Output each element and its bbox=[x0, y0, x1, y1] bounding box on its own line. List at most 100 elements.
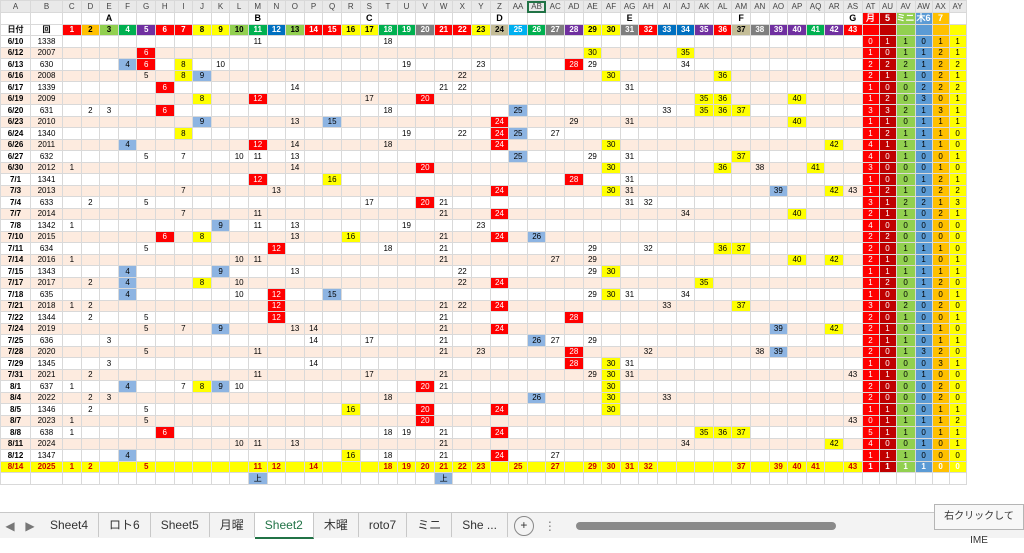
number-cell[interactable] bbox=[582, 184, 603, 197]
number-cell[interactable] bbox=[526, 322, 547, 335]
number-cell[interactable] bbox=[508, 242, 528, 255]
number-cell[interactable] bbox=[787, 242, 807, 255]
number-cell[interactable] bbox=[396, 104, 417, 117]
number-cell[interactable] bbox=[80, 380, 101, 393]
number-cell[interactable] bbox=[619, 276, 640, 289]
number-cell[interactable] bbox=[564, 265, 584, 278]
column-header-ao[interactable]: AO bbox=[768, 0, 789, 13]
number-cell[interactable] bbox=[694, 311, 714, 324]
number-cell[interactable] bbox=[415, 35, 435, 48]
number-cell[interactable] bbox=[415, 368, 435, 381]
number-cell[interactable] bbox=[805, 426, 826, 439]
number-cell[interactable] bbox=[842, 345, 863, 358]
number-cell[interactable] bbox=[749, 253, 770, 266]
number-cell[interactable] bbox=[303, 242, 324, 255]
number-cell[interactable] bbox=[415, 69, 435, 82]
number-cell[interactable] bbox=[62, 311, 82, 324]
column-header-n[interactable]: N bbox=[266, 0, 287, 13]
number-cell[interactable] bbox=[657, 265, 677, 278]
number-cell[interactable] bbox=[526, 242, 547, 255]
number-cell[interactable] bbox=[378, 334, 398, 347]
number-cell[interactable] bbox=[638, 46, 658, 59]
number-cell[interactable] bbox=[601, 196, 621, 209]
number-cell[interactable] bbox=[842, 253, 863, 266]
number-cell[interactable]: 2 bbox=[80, 391, 101, 404]
number-cell[interactable]: 34 bbox=[675, 437, 696, 450]
number-cell[interactable] bbox=[396, 92, 417, 105]
number-cell[interactable] bbox=[749, 299, 770, 312]
number-cell[interactable] bbox=[378, 253, 398, 266]
number-cell[interactable] bbox=[787, 380, 807, 393]
number-cell[interactable] bbox=[526, 115, 547, 128]
number-cell[interactable] bbox=[787, 449, 807, 462]
number-cell[interactable] bbox=[266, 437, 287, 450]
number-cell[interactable] bbox=[396, 230, 417, 243]
number-cell[interactable] bbox=[340, 81, 361, 94]
number-cell[interactable]: 1 bbox=[62, 253, 82, 266]
number-cell[interactable] bbox=[210, 460, 231, 473]
number-cell[interactable] bbox=[694, 35, 714, 48]
number-cell[interactable] bbox=[619, 334, 640, 347]
number-cell[interactable] bbox=[619, 299, 640, 312]
number-cell[interactable] bbox=[638, 403, 658, 416]
number-cell[interactable] bbox=[526, 58, 547, 71]
number-cell[interactable] bbox=[694, 403, 714, 416]
number-cell[interactable] bbox=[508, 334, 528, 347]
number-cell[interactable] bbox=[322, 437, 342, 450]
number-cell[interactable]: 36 bbox=[712, 161, 733, 174]
number-cell[interactable] bbox=[80, 322, 101, 335]
number-cell[interactable] bbox=[154, 58, 175, 71]
number-cell[interactable] bbox=[657, 334, 677, 347]
number-cell[interactable] bbox=[805, 288, 826, 301]
number-cell[interactable] bbox=[768, 127, 789, 140]
number-cell[interactable] bbox=[675, 449, 696, 462]
number-cell[interactable] bbox=[452, 403, 473, 416]
number-cell[interactable]: 5 bbox=[136, 150, 156, 163]
number-cell[interactable] bbox=[303, 391, 324, 404]
number-cell[interactable] bbox=[526, 219, 547, 232]
number-cell[interactable] bbox=[433, 127, 454, 140]
number-cell[interactable] bbox=[154, 196, 175, 209]
number-cell[interactable] bbox=[303, 92, 324, 105]
number-cell[interactable] bbox=[675, 322, 696, 335]
number-cell[interactable] bbox=[266, 230, 287, 243]
number-cell[interactable] bbox=[824, 150, 844, 163]
number-cell[interactable]: 24 bbox=[489, 184, 510, 197]
number-cell[interactable] bbox=[229, 299, 249, 312]
number-cell[interactable] bbox=[657, 138, 677, 151]
number-cell[interactable] bbox=[694, 322, 714, 335]
number-cell[interactable] bbox=[694, 207, 714, 220]
number-cell[interactable] bbox=[62, 368, 82, 381]
number-cell[interactable] bbox=[452, 138, 473, 151]
number-cell[interactable]: 24 bbox=[489, 449, 510, 462]
column-header-ak[interactable]: AK bbox=[694, 0, 714, 13]
number-cell[interactable] bbox=[359, 81, 380, 94]
number-cell[interactable] bbox=[842, 173, 863, 186]
number-cell[interactable] bbox=[787, 345, 807, 358]
number-cell[interactable] bbox=[192, 81, 212, 94]
number-cell[interactable] bbox=[675, 173, 696, 186]
number-cell[interactable] bbox=[396, 311, 417, 324]
number-cell[interactable]: 42 bbox=[824, 138, 844, 151]
number-cell[interactable] bbox=[80, 46, 101, 59]
number-cell[interactable]: 7 bbox=[173, 150, 194, 163]
number-cell[interactable]: 31 bbox=[619, 115, 640, 128]
number-cell[interactable] bbox=[471, 368, 491, 381]
number-cell[interactable] bbox=[229, 391, 249, 404]
number-cell[interactable] bbox=[415, 219, 435, 232]
number-cell[interactable] bbox=[285, 449, 305, 462]
number-cell[interactable] bbox=[471, 173, 491, 186]
column-header-ac[interactable]: AC bbox=[545, 0, 566, 13]
number-cell[interactable] bbox=[359, 219, 380, 232]
number-cell[interactable]: 43 bbox=[842, 460, 863, 473]
number-cell[interactable] bbox=[638, 391, 658, 404]
number-cell[interactable] bbox=[154, 403, 175, 416]
number-cell[interactable] bbox=[824, 81, 844, 94]
number-cell[interactable] bbox=[489, 380, 510, 393]
number-cell[interactable]: 31 bbox=[619, 368, 640, 381]
number-cell[interactable] bbox=[489, 81, 510, 94]
number-cell[interactable] bbox=[136, 380, 156, 393]
number-cell[interactable] bbox=[842, 426, 863, 439]
number-cell[interactable] bbox=[229, 138, 249, 151]
number-cell[interactable] bbox=[582, 161, 603, 174]
